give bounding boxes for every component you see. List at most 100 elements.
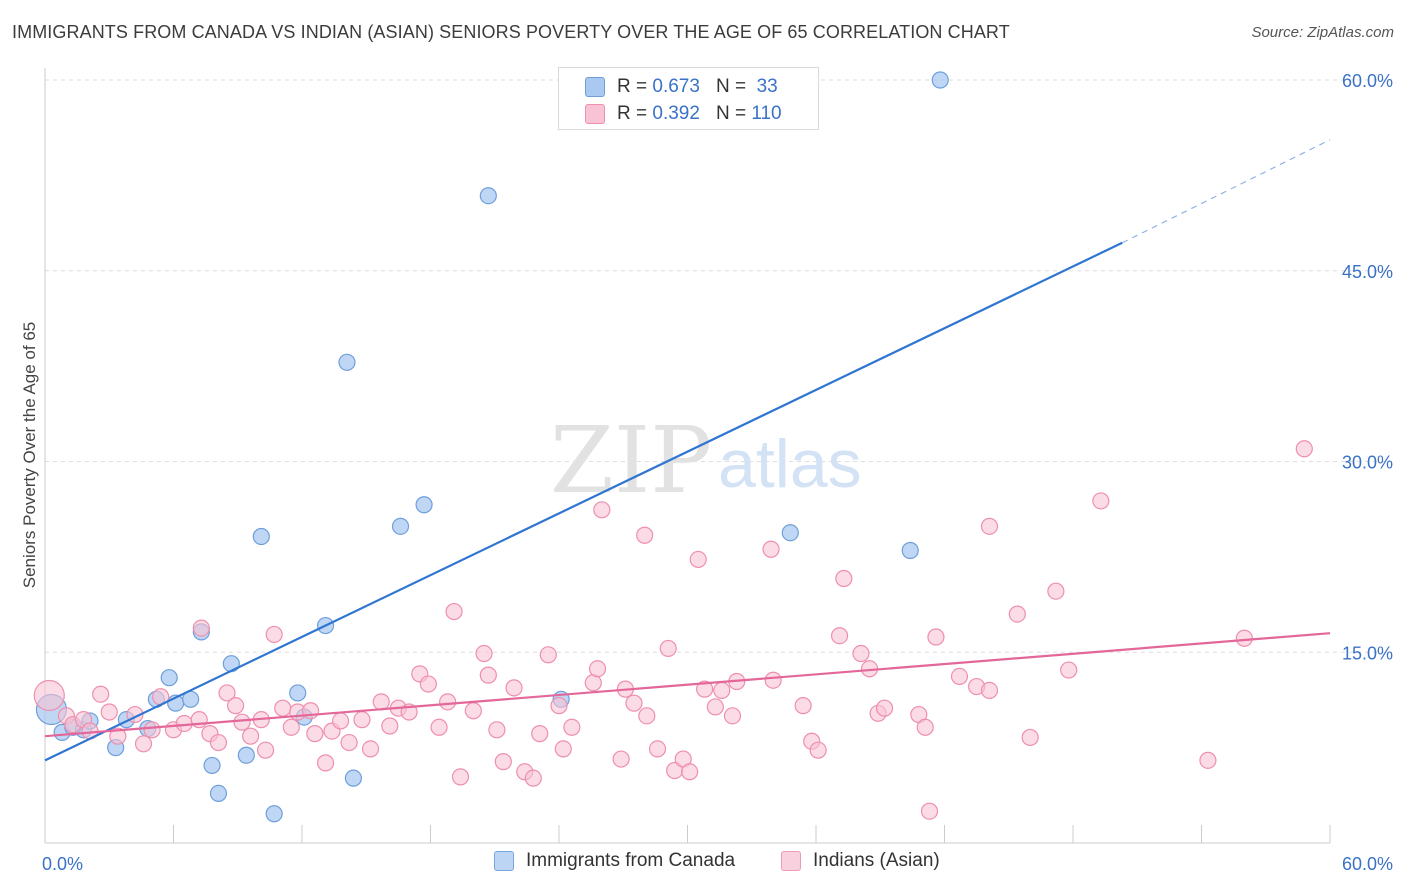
indian-point	[723, 707, 742, 725]
points-layer	[33, 71, 1313, 823]
canada-point	[237, 746, 255, 764]
chart-title: IMMIGRANTS FROM CANADA VS INDIAN (ASIAN)…	[12, 22, 1010, 42]
indian-point	[340, 733, 358, 752]
indian-point	[920, 802, 939, 820]
indian-point	[192, 619, 210, 637]
indian-point	[563, 718, 581, 736]
canada-point	[203, 756, 221, 775]
legend-swatch-blue	[494, 851, 514, 871]
indian-point	[1235, 629, 1253, 647]
legend-item-indians[interactable]: Indians (Asian)	[781, 850, 940, 872]
trend-layer	[44, 139, 1331, 762]
legend-swatch-pink	[781, 851, 801, 871]
indian-point	[980, 681, 999, 700]
legend-label: Immigrants from Canada	[526, 850, 736, 871]
indian-point	[713, 681, 731, 700]
indian-point	[762, 540, 780, 558]
canada-trend-extension	[1121, 139, 1331, 244]
legend-label: Indians (Asian)	[813, 850, 940, 871]
indian-point	[265, 625, 283, 644]
indian-point	[809, 741, 827, 759]
indian-point	[689, 550, 707, 569]
x-tick-label: 60.0%	[1342, 854, 1393, 874]
indian-point	[550, 697, 568, 715]
canada-point	[289, 684, 307, 702]
indian-point	[33, 679, 65, 712]
indian-point	[233, 713, 251, 731]
stats-r-label: R =	[617, 103, 648, 124]
indian-point	[980, 517, 999, 535]
stats-legend: R = 0.673 N = 33 R = 0.392 N = 110	[558, 67, 819, 130]
indian-point	[505, 679, 523, 697]
indian-point	[227, 697, 245, 715]
indian-point	[927, 628, 945, 646]
indian-point	[430, 718, 448, 736]
legend-item-canada[interactable]: Immigrants from Canada	[494, 850, 735, 872]
indian-point	[92, 685, 110, 703]
canada-point	[901, 541, 919, 560]
indian-point	[916, 718, 934, 736]
indian-point	[648, 740, 667, 758]
stats-row-canada: R = 0.673 N = 33	[585, 76, 778, 98]
y-axis-label: Seniors Poverty Over the Age of 65	[20, 321, 39, 589]
indian-point	[638, 707, 656, 725]
indian-point	[1021, 728, 1039, 747]
canada-point	[415, 496, 433, 514]
indian-point	[109, 727, 127, 745]
indian-point	[706, 698, 724, 716]
indian-point	[100, 703, 118, 721]
indian-point	[524, 769, 542, 787]
indian-point	[852, 644, 870, 663]
indian-point	[612, 750, 630, 768]
canada-point	[338, 353, 356, 371]
indian-point	[1060, 661, 1078, 679]
indian-point	[143, 721, 161, 739]
source-label: Source: ZipAtlas.com	[1251, 24, 1394, 41]
indian-point	[274, 699, 292, 717]
indian-point	[451, 768, 470, 786]
stats-swatch-blue	[585, 77, 605, 97]
indian-trend-line	[44, 632, 1331, 738]
indian-point	[554, 740, 572, 758]
indian-point	[488, 721, 506, 739]
canada-point	[931, 71, 949, 89]
indian-point	[1047, 582, 1065, 600]
canada-point	[209, 784, 228, 803]
indian-point	[1295, 440, 1313, 458]
y-tick-label: 60.0%	[1342, 71, 1393, 91]
indian-point	[794, 697, 812, 715]
indian-point	[636, 526, 654, 544]
indian-point	[494, 753, 512, 771]
indian-point	[439, 693, 457, 711]
indian-point	[316, 754, 335, 772]
tick-label-layer: 15.0% 30.0% 45.0% 60.0% 0.0% 60.0%	[42, 71, 1393, 874]
indian-point	[950, 667, 969, 686]
canada-point	[344, 769, 362, 787]
grid-layer	[45, 79, 1392, 653]
indian-point	[419, 675, 437, 693]
bottom-legend: Immigrants from Canada Indians (Asian)	[0, 850, 1406, 878]
canada-point	[265, 805, 283, 823]
canada-point	[781, 524, 799, 542]
stats-r-value: 0.673	[652, 76, 700, 97]
indian-point	[282, 718, 300, 736]
stats-n-value: 110	[751, 103, 782, 124]
stats-n-label: N =	[715, 76, 747, 97]
indian-point	[218, 684, 236, 702]
x-tick-label: 0.0%	[42, 854, 83, 874]
indian-point	[531, 725, 549, 743]
indian-point	[209, 733, 228, 752]
indian-point	[331, 712, 350, 730]
indian-point	[242, 727, 260, 745]
indian-point	[361, 740, 380, 758]
indian-point	[659, 639, 677, 658]
indian-point	[764, 671, 782, 689]
indian-point	[588, 660, 607, 678]
watermark-atlas: atlas	[718, 426, 862, 502]
y-tick-label: 15.0%	[1342, 643, 1393, 663]
stats-n-label: N =	[715, 103, 747, 124]
canada-point	[391, 517, 410, 535]
canada-point	[252, 527, 270, 546]
canada-trend-line	[44, 241, 1123, 762]
